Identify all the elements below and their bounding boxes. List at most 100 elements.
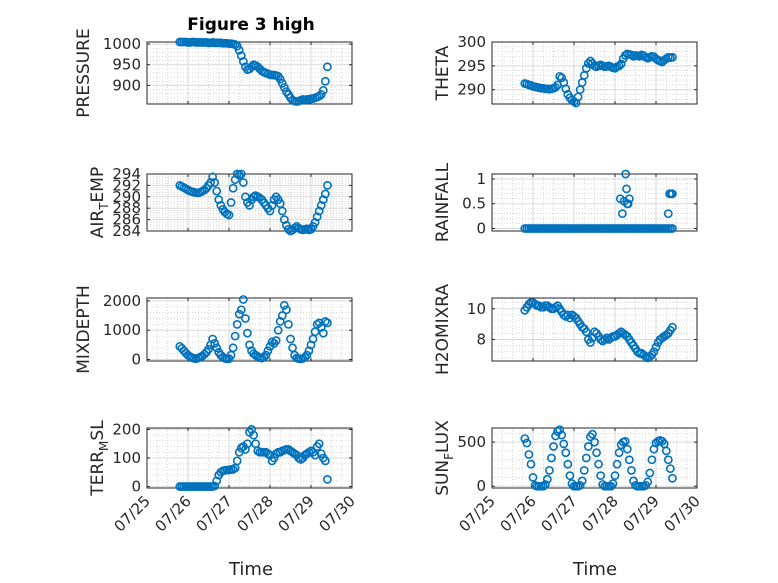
subplot-rainfall: 0 0.5 1 RAINFALL xyxy=(433,162,698,242)
data-point xyxy=(206,178,215,187)
x-tick-label: 07/30 xyxy=(661,492,704,535)
data-point xyxy=(238,57,248,66)
data-point xyxy=(318,195,328,205)
data-point xyxy=(232,456,242,466)
data-point xyxy=(610,471,620,481)
data-point xyxy=(645,468,655,478)
y-tick-label: 288 xyxy=(112,199,141,217)
data-point xyxy=(622,184,631,194)
y-axis-label: TERRMSL xyxy=(88,420,111,497)
x-axis-label-left: Time xyxy=(228,559,273,580)
data-point xyxy=(581,63,591,73)
data-point xyxy=(668,224,677,233)
data-point xyxy=(238,178,248,187)
figure-title: Figure 3 high xyxy=(187,15,315,35)
data-point xyxy=(590,437,599,447)
subplot-terr-msl: 0 100 200TERRMSL07/2507/2607/2707/2807/290… xyxy=(88,420,359,536)
x-tick-label: 07/25 xyxy=(111,492,154,535)
data-point xyxy=(236,169,246,179)
data-point xyxy=(663,455,673,465)
data-point xyxy=(269,453,279,463)
data-point xyxy=(629,476,638,486)
y-tick-label: 292 xyxy=(112,176,141,194)
data-point xyxy=(583,442,593,451)
data-point xyxy=(238,295,248,304)
data-point xyxy=(210,178,220,187)
data-point xyxy=(267,200,277,210)
data-point xyxy=(224,210,234,220)
data-point xyxy=(561,448,571,458)
subplot-mixdepth: 0 1000 2000 MIXDEPTH xyxy=(74,285,353,374)
data-point xyxy=(588,429,597,439)
axes-box xyxy=(146,297,353,362)
data-point xyxy=(228,343,238,353)
y-tick-label: 295 xyxy=(457,57,486,75)
data-point xyxy=(234,45,244,55)
data-point xyxy=(547,453,556,463)
data-point xyxy=(275,74,285,84)
data-point xyxy=(300,352,310,362)
y-tick-label: 1 xyxy=(476,170,486,188)
data-point xyxy=(277,78,287,88)
data-point xyxy=(277,311,287,320)
data-point xyxy=(594,459,603,469)
y-tick-label: 0 xyxy=(131,351,141,369)
data-point xyxy=(551,431,560,441)
data-point xyxy=(643,477,653,487)
y-tick-label: 300 xyxy=(457,33,486,51)
y-tick-label: 0 xyxy=(476,220,486,238)
axes-box xyxy=(146,41,353,105)
data-point xyxy=(249,430,258,440)
y-tick-label: 10 xyxy=(467,300,486,318)
data-point xyxy=(243,439,252,449)
data-point xyxy=(522,438,532,448)
data-point xyxy=(621,169,631,179)
data-point xyxy=(212,343,222,353)
data-point xyxy=(271,336,281,345)
data-point xyxy=(261,350,271,360)
data-point xyxy=(559,439,569,449)
data-point xyxy=(623,199,633,209)
x-tick-label: 07/27 xyxy=(193,492,236,535)
data-point xyxy=(236,305,246,315)
data-point xyxy=(316,90,326,99)
data-point xyxy=(314,439,324,449)
data-point xyxy=(316,449,326,459)
data-point xyxy=(612,459,622,469)
data-point xyxy=(310,218,320,227)
data-point xyxy=(210,339,220,348)
y-tick-label: 284 xyxy=(112,222,141,240)
x-tick-label: 07/26 xyxy=(152,492,195,535)
data-point xyxy=(581,453,591,463)
data-point xyxy=(245,200,254,210)
data-point xyxy=(322,318,332,328)
data-point xyxy=(520,434,530,443)
axes-box xyxy=(491,41,698,105)
data-point xyxy=(596,471,606,481)
data-point xyxy=(279,83,289,92)
data-point xyxy=(290,223,299,233)
data-point xyxy=(318,85,328,95)
subplot-pressure: 900 950 1000 PRESSURE xyxy=(74,28,353,118)
data-point xyxy=(668,473,677,483)
data-point xyxy=(210,481,220,491)
data-point xyxy=(542,474,552,484)
data-point xyxy=(214,195,224,205)
y-tick-label: 290 xyxy=(457,81,486,99)
data-point xyxy=(240,445,250,454)
data-point xyxy=(524,299,534,309)
data-point xyxy=(320,317,330,326)
data-point xyxy=(279,300,289,310)
data-point xyxy=(259,352,269,362)
data-point xyxy=(320,456,330,466)
data-point xyxy=(316,200,326,210)
data-point xyxy=(318,328,328,338)
data-point xyxy=(263,346,273,356)
data-point xyxy=(526,459,536,469)
data-point xyxy=(247,62,256,72)
data-point xyxy=(581,327,591,337)
data-point xyxy=(230,331,240,341)
